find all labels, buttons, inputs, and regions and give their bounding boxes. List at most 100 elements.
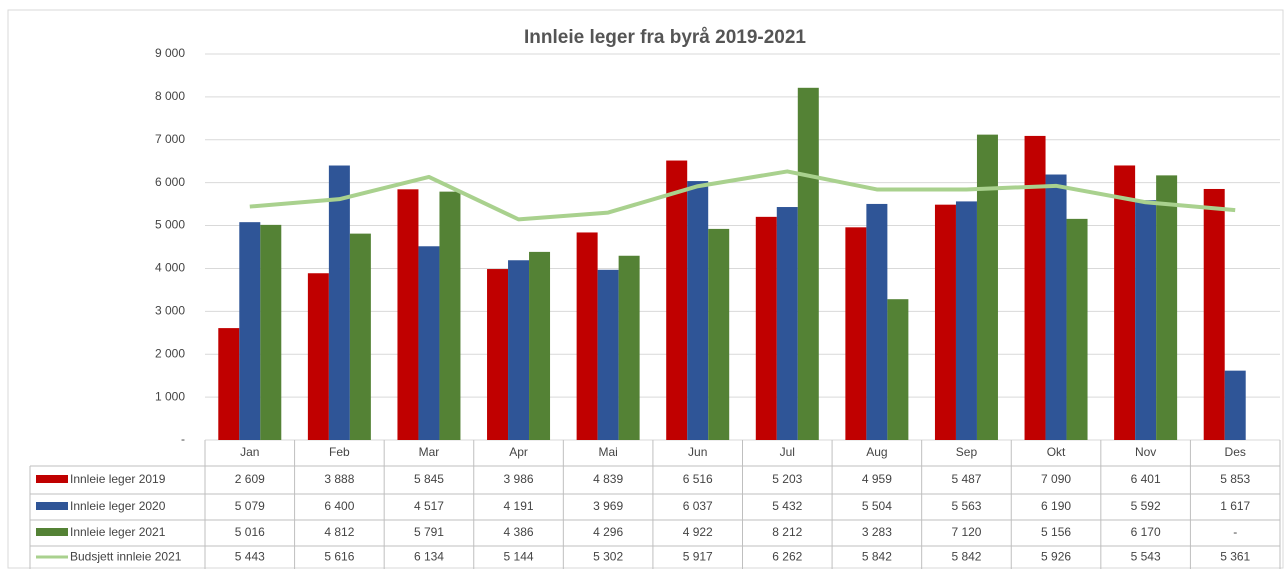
bar <box>397 189 419 440</box>
bar <box>328 165 350 440</box>
x-tick-label: Jul <box>780 445 795 459</box>
bar <box>576 232 598 440</box>
bar <box>1203 188 1225 440</box>
y-tick-label: 5 000 <box>155 218 185 232</box>
table-cell: 8 212 <box>772 525 802 539</box>
bar <box>866 203 888 440</box>
table-cell: 6 516 <box>683 472 713 486</box>
y-tick-label: 2 000 <box>155 346 185 360</box>
table-cell: 4 839 <box>593 472 623 486</box>
legend-label: Innleie leger 2019 <box>70 472 166 486</box>
table-cell: - <box>1233 525 1237 539</box>
x-tick-label: Sep <box>956 445 978 459</box>
table-cell: 5 144 <box>504 550 534 564</box>
table-cell: 6 190 <box>1041 499 1071 513</box>
table-cell: 6 134 <box>414 550 444 564</box>
y-tick-label: 3 000 <box>155 304 185 318</box>
bar <box>976 134 998 440</box>
legend-key <box>36 502 68 510</box>
table-cell: 4 191 <box>504 499 534 513</box>
table-cell: 5 203 <box>772 472 802 486</box>
y-tick-label: 4 000 <box>155 261 185 275</box>
legend-label: Budsjett innleie 2021 <box>70 550 182 564</box>
bar <box>1066 218 1088 440</box>
y-tick-label: 9 000 <box>155 46 185 60</box>
chart-title: Innleie leger fra byrå 2019-2021 <box>524 27 806 48</box>
legend-key <box>36 555 68 559</box>
bar <box>1224 370 1246 440</box>
table-cell: 5 156 <box>1041 525 1071 539</box>
line <box>249 169 1236 222</box>
table-cell: 3 969 <box>593 499 623 513</box>
bar <box>755 216 777 440</box>
bar <box>529 251 551 440</box>
y-tick-label: 1 000 <box>155 389 185 403</box>
bar <box>1135 200 1157 440</box>
table-cell: 5 926 <box>1041 550 1071 564</box>
table-cell: 4 386 <box>504 525 534 539</box>
x-tick-label: Nov <box>1135 445 1156 459</box>
table-cell: 6 037 <box>683 499 713 513</box>
table-cell: 1 617 <box>1220 499 1250 513</box>
y-tick-label: 6 000 <box>155 175 185 189</box>
bar <box>508 260 530 440</box>
table-cell: 5 361 <box>1220 550 1250 564</box>
x-tick-label: Des <box>1225 445 1246 459</box>
bar <box>708 228 730 440</box>
bar <box>1024 135 1046 440</box>
bar <box>618 255 640 440</box>
table-cell: 5 853 <box>1220 472 1250 486</box>
table-cell: 5 616 <box>324 550 354 564</box>
table-cell: 3 283 <box>862 525 892 539</box>
bar <box>1114 165 1136 441</box>
bar <box>666 160 688 440</box>
bar <box>218 328 240 440</box>
x-tick-label: Mar <box>419 445 440 459</box>
x-tick-label: Jan <box>240 445 259 459</box>
bar <box>239 222 261 440</box>
table-cell: 6 262 <box>772 550 802 564</box>
bar <box>845 227 867 440</box>
bar <box>418 246 440 440</box>
table-cell: 6 400 <box>324 499 354 513</box>
chart-border <box>7 9 1284 569</box>
table-cell: 5 302 <box>593 550 623 564</box>
table-cell: 5 543 <box>1131 550 1161 564</box>
bar <box>307 273 329 440</box>
bar <box>776 207 798 440</box>
bar <box>1045 174 1067 441</box>
bar <box>687 181 709 440</box>
table-cell: 6 401 <box>1131 472 1161 486</box>
bar <box>934 204 956 440</box>
table-cell: 4 517 <box>414 499 444 513</box>
legend-key <box>36 475 68 483</box>
x-tick-label: Apr <box>509 445 528 459</box>
y-tick-label: - <box>181 432 185 446</box>
table-cell: 4 812 <box>324 525 354 539</box>
table-cell: 5 487 <box>951 472 981 486</box>
table-cell: 5 504 <box>862 499 892 513</box>
bar <box>439 191 461 440</box>
bar <box>349 233 371 440</box>
table-cell: 6 170 <box>1131 525 1161 539</box>
legend-key <box>36 528 68 536</box>
table-cell: 5 845 <box>414 472 444 486</box>
y-tick-label: 8 000 <box>155 89 185 103</box>
table-cell: 5 917 <box>683 550 713 564</box>
x-tick-label: Mai <box>598 445 617 459</box>
table-cell: 2 609 <box>235 472 265 486</box>
legend-label: Innleie leger 2020 <box>70 499 166 513</box>
table-cell: 5 079 <box>235 499 265 513</box>
bar <box>487 269 509 440</box>
x-tick-label: Jun <box>688 445 707 459</box>
x-tick-label: Okt <box>1047 445 1066 459</box>
x-tick-label: Feb <box>329 445 350 459</box>
table-cell: 5 432 <box>772 499 802 513</box>
table-cell: 4 296 <box>593 525 623 539</box>
table-cell: 5 842 <box>951 550 981 564</box>
table-cell: 4 922 <box>683 525 713 539</box>
legend-label: Innleie leger 2021 <box>70 525 166 539</box>
x-tick-label: Aug <box>866 445 887 459</box>
table-cell: 5 563 <box>951 499 981 513</box>
